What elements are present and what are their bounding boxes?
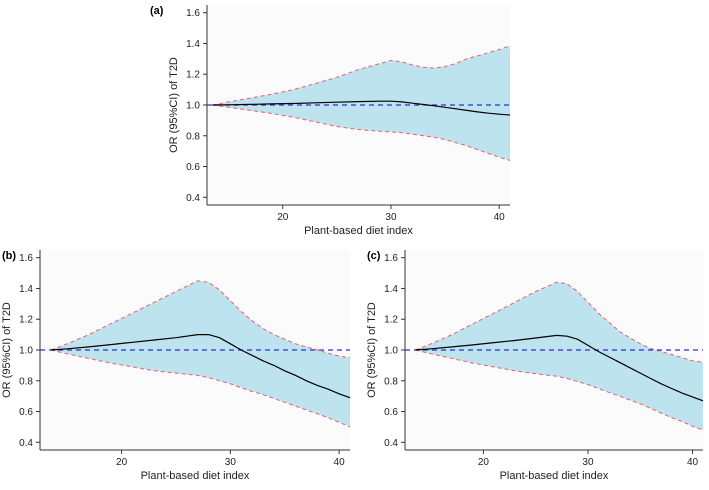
- y-axis-title: OR (95%CI) of T2D: [1, 302, 13, 398]
- confidence-band: [50, 280, 351, 427]
- y-tick-label: 1.4: [384, 284, 398, 295]
- or-curve: [212, 100, 511, 116]
- or-curve: [50, 334, 351, 399]
- y-tick-label: 0.4: [186, 193, 200, 204]
- lower-ci-line: [212, 104, 511, 161]
- y-tick-label: 0.6: [384, 407, 398, 418]
- y-tick-label: 1.2: [384, 315, 398, 326]
- chart-panel-b: (b) 0.4 0.6 0.8 1.0 1.2 1.4 1.6 20 30 40 Plant-bas…: [1, 250, 351, 482]
- panel-label: (c): [367, 250, 381, 262]
- x-tick-label: 20: [277, 212, 289, 223]
- x-tick-label: 30: [385, 212, 397, 223]
- x-axis-title: Plant-based diet index: [500, 470, 609, 482]
- x-tick-label: 30: [225, 457, 237, 468]
- y-tick-label: 1.4: [186, 39, 200, 50]
- y-tick-label: 0.8: [384, 376, 398, 387]
- y-tick-label: 1.4: [19, 284, 33, 295]
- y-tick-label: 0.4: [19, 438, 33, 449]
- y-tick-label: 1.2: [19, 315, 33, 326]
- y-tick-label: 0.6: [19, 407, 33, 418]
- y-tick-label: 1.6: [186, 8, 200, 19]
- plot-area: 0.4 0.6 0.8 1.0 1.2 1.4 1.6 20 30 40 Plant-based d…: [366, 250, 704, 482]
- x-tick-label: 20: [116, 457, 128, 468]
- x-tick-label: 40: [687, 457, 699, 468]
- y-tick-label: 1.6: [19, 253, 33, 264]
- chart-panel-a: (a) 0.4 0.6 0.8 1.0 1.2 1.4 1.6 20 30 40 Plant-bas…: [150, 5, 511, 237]
- confidence-band: [212, 45, 510, 161]
- x-axis-title: Plant-based diet index: [141, 470, 250, 482]
- y-axis-title: OR (95%CI) of T2D: [366, 302, 378, 398]
- y-tick-label: 0.4: [384, 438, 398, 449]
- lower-ci-line: [50, 349, 351, 428]
- upper-ci-line: [415, 281, 704, 363]
- upper-ci-line: [212, 45, 511, 106]
- panel-label: (b): [2, 250, 16, 262]
- confidence-band: [415, 282, 703, 430]
- plot-area: 0.4 0.6 0.8 1.0 1.2 1.4 1.6 20 30 40 Plant-based d…: [1, 250, 351, 482]
- x-tick-label: 30: [582, 457, 594, 468]
- upper-ci-line: [50, 280, 351, 359]
- y-tick-label: 1.0: [186, 101, 200, 112]
- y-tick-label: 0.8: [186, 131, 200, 142]
- x-axis-title: Plant-based diet index: [304, 225, 413, 237]
- y-tick-label: 1.2: [186, 70, 200, 81]
- plot-area: 0.4 0.6 0.8 1.0 1.2 1.4 1.6 20 30 40 Plant-based d…: [168, 5, 511, 237]
- y-tick-label: 0.8: [19, 376, 33, 387]
- x-tick-label: 40: [494, 212, 506, 223]
- x-tick-label: 20: [478, 457, 490, 468]
- y-tick-label: 0.6: [186, 162, 200, 173]
- y-tick-label: 1.0: [384, 346, 398, 357]
- y-axis-title: OR (95%CI) of T2D: [168, 57, 180, 153]
- panel-label: (a): [150, 5, 164, 17]
- chart-panel-c: (c) 0.4 0.6 0.8 1.0 1.2 1.4 1.6 20 30 40 Plant-bas…: [366, 250, 704, 482]
- lower-ci-line: [415, 349, 704, 431]
- or-curve: [415, 334, 704, 402]
- x-tick-label: 40: [334, 457, 346, 468]
- y-tick-label: 1.6: [384, 253, 398, 264]
- y-tick-label: 1.0: [19, 346, 33, 357]
